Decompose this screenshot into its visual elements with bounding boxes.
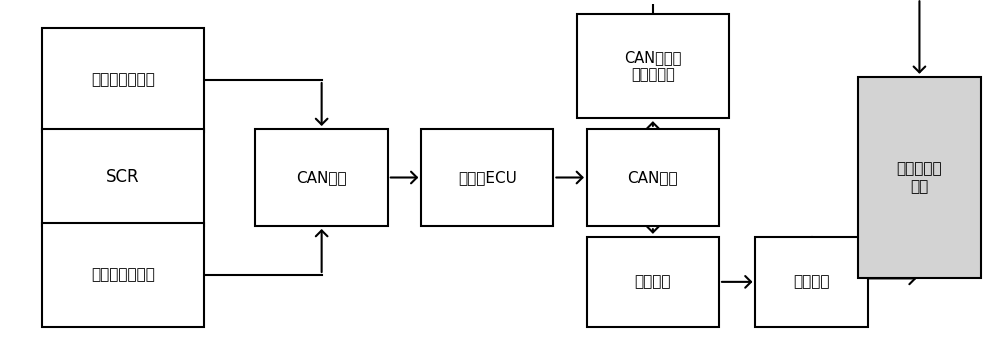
Bar [255, 129, 388, 226]
Text: SCR: SCR [106, 169, 140, 186]
Bar [577, 14, 729, 118]
Bar [587, 129, 719, 226]
Text: 上游温度传感器: 上游温度传感器 [91, 72, 155, 88]
Text: 远程平台: 远程平台 [793, 274, 830, 289]
Text: 下游温度传感器: 下游温度传感器 [91, 267, 155, 283]
Bar [42, 129, 204, 226]
Text: 数据一致性
对比: 数据一致性 对比 [897, 161, 942, 194]
Text: 车载终端: 车载终端 [635, 274, 671, 289]
Bar [587, 237, 719, 327]
Bar [755, 237, 868, 327]
Bar [42, 28, 204, 132]
Bar [421, 129, 553, 226]
Bar [858, 77, 981, 278]
Bar [42, 223, 204, 327]
Text: CAN网络: CAN网络 [296, 170, 347, 185]
Text: CAN网络: CAN网络 [628, 170, 678, 185]
Text: CAN网络信
息读取设备: CAN网络信 息读取设备 [624, 50, 682, 82]
Text: 控制器ECU: 控制器ECU [458, 170, 517, 185]
